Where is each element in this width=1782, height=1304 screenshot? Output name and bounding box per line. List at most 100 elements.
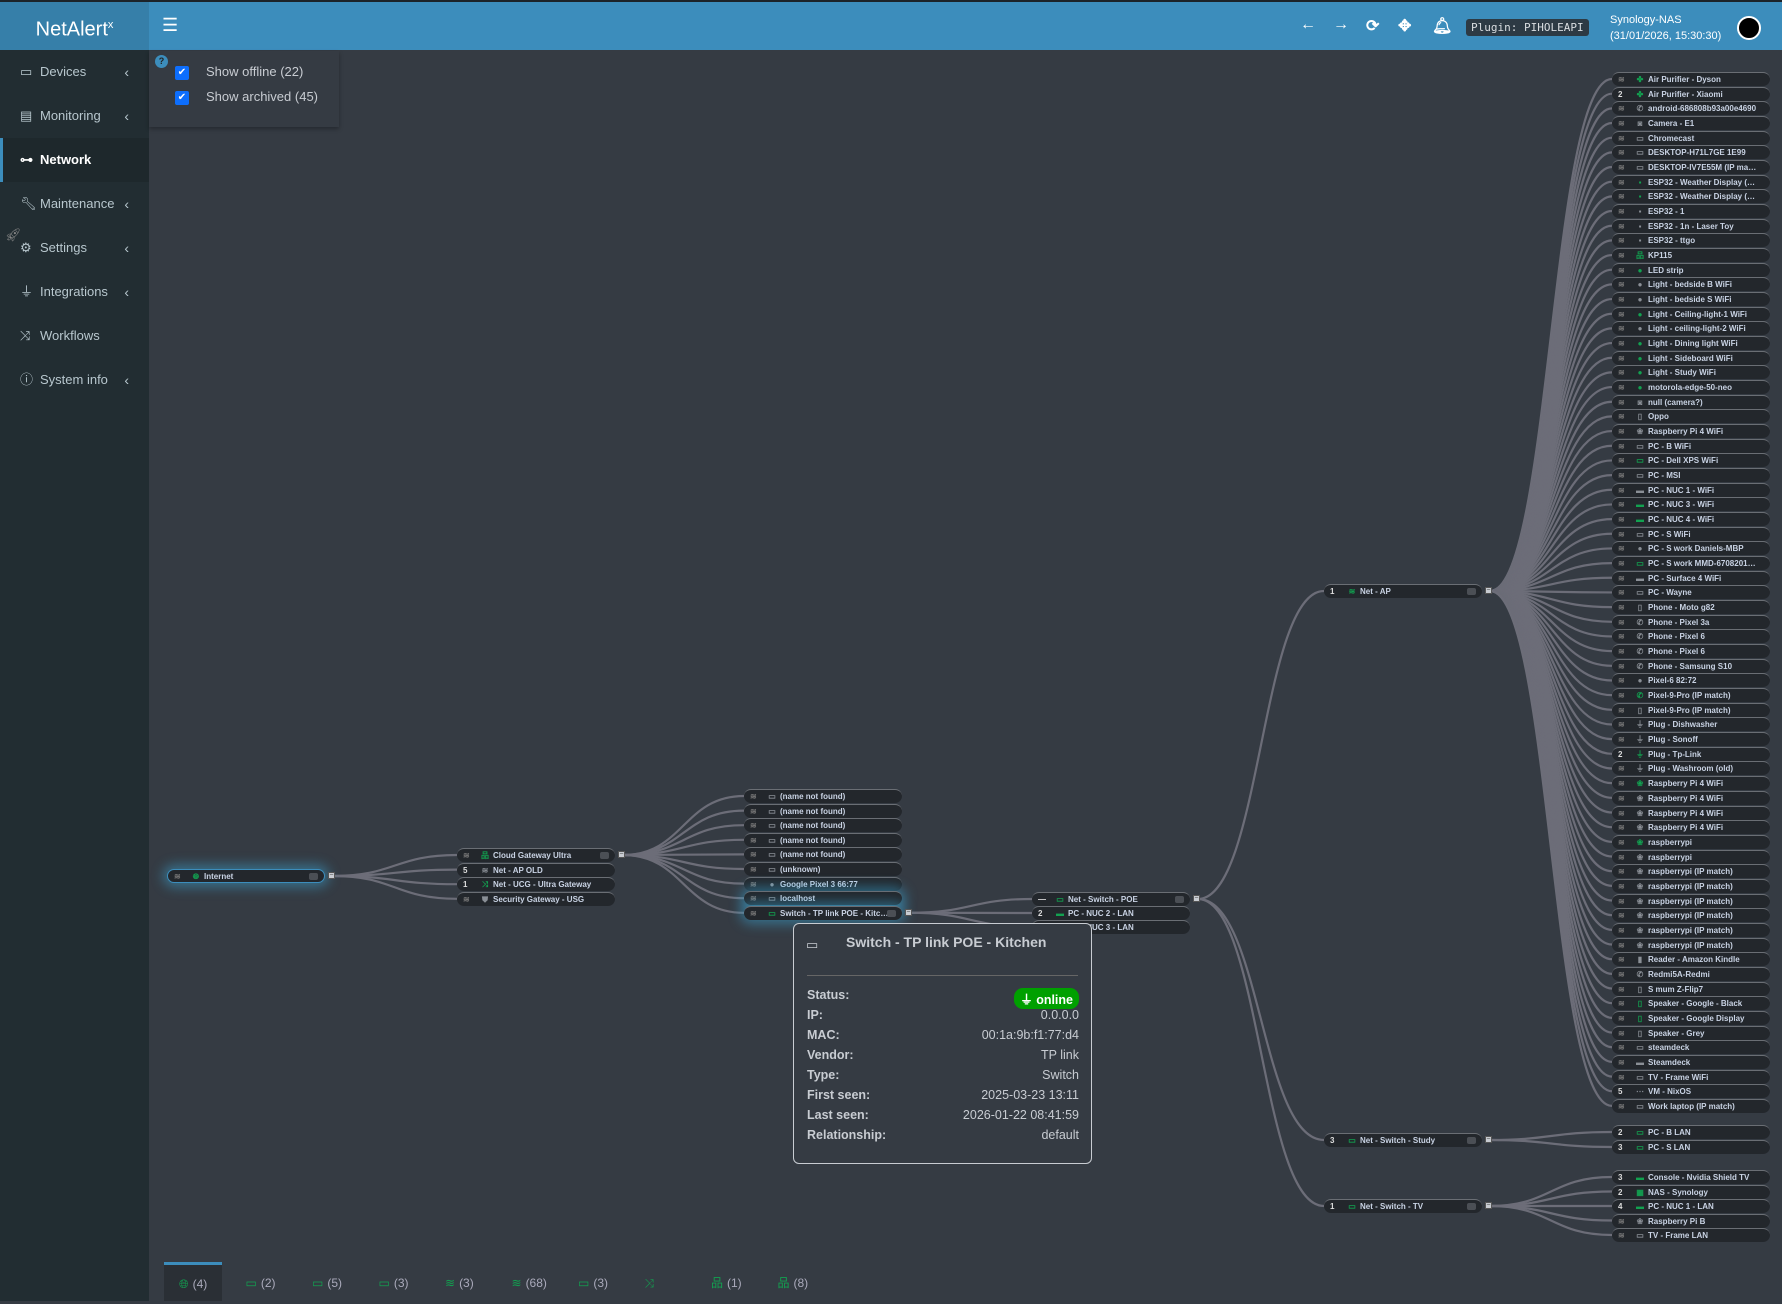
device-node[interactable]: ≋●Light - bedside B WiFi [1612,277,1770,291]
device-node[interactable]: ≋◙null (camera?) [1612,395,1770,409]
device-node[interactable]: —▭Net - Switch - POE [1032,892,1190,906]
hamburger-menu-icon[interactable]: ☰ [162,15,178,36]
device-node[interactable]: 5≋Net - AP OLD [457,863,615,877]
device-node[interactable]: ≋▭(name not found) [744,804,902,818]
device-node[interactable]: ≋❀Raspberry Pi 4 WiFi [1612,820,1770,834]
device-node[interactable]: ≋▮Reader - Amazon Kindle [1612,952,1770,966]
device-node[interactable]: ≋▭PC - S WiFi [1612,527,1770,541]
device-node[interactable]: ≋▯Speaker - Google - Black [1612,996,1770,1010]
device-node[interactable]: 2▭PC - B LAN [1612,1125,1770,1139]
sidebar-item-monitoring[interactable]: ▤Monitoring‹ [0,94,149,138]
show-offline-label[interactable]: Show offline (22) [206,64,303,79]
device-node[interactable]: ≋❀raspberrypi (IP match) [1612,879,1770,893]
collapse-button[interactable]: – [1193,895,1200,902]
device-node[interactable]: ≋▭Switch - TP link POE - Kitchen [744,906,902,920]
device-node[interactable]: ≋●LED strip [1612,263,1770,277]
device-node[interactable]: ≋▭Work laptop (IP match) [1612,1099,1770,1113]
device-node[interactable]: ≋▯Speaker - Google Display [1612,1011,1770,1025]
device-node[interactable]: 4▬PC - NUC 1 - LAN [1612,1199,1770,1213]
device-node[interactable]: ≋●PC - S work Daniels-MBP [1612,541,1770,555]
collapse-button[interactable]: – [1485,1136,1492,1143]
device-node[interactable]: ≋●Light - Study WiFi [1612,365,1770,379]
device-node[interactable]: 3▭Net - Switch - Study [1324,1133,1482,1147]
device-node[interactable]: ≋▬PC - Surface 4 WiFi [1612,571,1770,585]
device-node[interactable]: ≋▭PC - B WiFi [1612,439,1770,453]
device-node[interactable]: 1⤨Net - UCG - Ultra Gateway [457,877,615,891]
device-node[interactable]: ≋▪ESP32 - Weather Display (w... [1612,189,1770,203]
device-node[interactable]: ≋▭DESKTOP-H71L7GE 1E99 [1612,145,1770,159]
device-node[interactable]: ≋▭(name not found) [744,789,902,803]
device-node[interactable]: ≋❀Raspberry Pi 4 WiFi [1612,776,1770,790]
sidebar-item-workflows[interactable]: ⤨Workflows [0,314,149,358]
device-node[interactable]: ≋❀raspberrypi (IP match) [1612,923,1770,937]
tab-switch[interactable]: ▭(3) [563,1262,623,1301]
tab-wifi[interactable]: ≋(3) [430,1262,489,1301]
device-node[interactable]: 2⏚Plug - Tp-Link [1612,747,1770,761]
device-node[interactable]: ≋▯Phone - Moto g82 [1612,600,1770,614]
device-node[interactable]: ≋✆Redmi5A-Redmi [1612,967,1770,981]
device-node[interactable]: ≋●Light - Sideboard WiFi [1612,351,1770,365]
device-node[interactable]: ≋⏚Plug - Sonoff [1612,732,1770,746]
device-node[interactable]: ≋▭PC - Dell XPS WiFi [1612,453,1770,467]
device-node[interactable]: ≋▭TV - Frame LAN [1612,1228,1770,1242]
device-node[interactable]: ≋⏚Plug - Dishwasher [1612,717,1770,731]
device-node[interactable]: ≋▭Chromecast [1612,131,1770,145]
device-node[interactable]: ≋▯S mum Z-Flip7 [1612,982,1770,996]
device-node[interactable]: ≋✆Phone - Pixel 6 [1612,644,1770,658]
collapse-button[interactable]: – [618,851,625,858]
tab-switch[interactable]: ▭(5) [297,1262,357,1301]
app-logo[interactable]: NetAlertx [0,2,149,50]
refresh-icon[interactable]: ⟳ [1366,16,1379,36]
device-node[interactable]: ≋▭localhost [744,891,902,905]
device-node[interactable]: ≋✆Phone - Pixel 6 [1612,629,1770,643]
device-node[interactable]: 1≋Net - AP [1324,584,1482,598]
device-node[interactable]: ≋●Light - Dining light WiFi [1612,336,1770,350]
sidebar-item-network[interactable]: ⊶Network [0,138,149,182]
device-node[interactable]: ≋▪ESP32 - 1 [1612,204,1770,218]
device-node[interactable]: ≋❀Raspberry Pi B [1612,1214,1770,1228]
help-icon[interactable]: ? [155,55,168,68]
device-node[interactable]: 2▦NAS - Synology [1612,1185,1770,1199]
device-node[interactable]: ≋●Light - ceiling-light-2 WiFi [1612,321,1770,335]
device-node[interactable]: ≋▬PC - NUC 3 - WiFi [1612,497,1770,511]
tab-sitemap[interactable]: 品(8) [763,1262,824,1301]
device-node[interactable]: ≋❀raspberrypi [1612,850,1770,864]
device-node[interactable]: ≋❀Raspberry Pi 4 WiFi [1612,424,1770,438]
device-node[interactable]: ≋▭PC - Wayne [1612,585,1770,599]
device-node[interactable]: ≋▯Pixel-9-Pro (IP match) [1612,703,1770,717]
device-node[interactable]: ≋▬Steamdeck [1612,1055,1770,1069]
show-archived-checkbox[interactable]: ✔ [175,91,189,105]
device-node[interactable]: ≋▭PC - S work MMD-67082015... [1612,556,1770,570]
collapse-button[interactable]: – [905,909,912,916]
device-node[interactable]: 2▬PC - NUC 2 - LAN [1032,906,1190,920]
tab-switch[interactable]: ▭(2) [231,1262,291,1301]
device-node[interactable]: ≋❀raspberrypi (IP match) [1612,894,1770,908]
device-node[interactable]: ≋❀raspberrypi (IP match) [1612,864,1770,878]
device-node[interactable]: ≋▬PC - NUC 1 - WiFi [1612,483,1770,497]
collapse-button[interactable]: – [1485,587,1492,594]
device-node[interactable]: ≋▪ESP32 - Weather Display (bl... [1612,175,1770,189]
device-node[interactable]: ≋▭steamdeck [1612,1040,1770,1054]
arrow-left-icon[interactable]: ← [1300,16,1316,34]
device-node[interactable]: ≋✆Phone - Samsung S10 [1612,659,1770,673]
avatar[interactable] [1737,16,1761,40]
device-node[interactable]: ≋▬PC - NUC 4 - WiFi [1612,512,1770,526]
device-node[interactable]: ≋▭(unknown) [744,862,902,876]
show-offline-checkbox[interactable]: ✔ [175,66,189,80]
device-node[interactable]: ≋●motorola-edge-50-neo [1612,380,1770,394]
device-node[interactable]: ≋▭(name not found) [744,833,902,847]
device-node[interactable]: ≋🌐︎Internet [167,869,325,883]
device-node[interactable]: ≋⏚Plug - Washroom (old) [1612,761,1770,775]
device-node[interactable]: ≋▭(name not found) [744,847,902,861]
device-node[interactable]: ≋❀raspberrypi (IP match) [1612,938,1770,952]
device-node[interactable]: ≋✆Phone - Pixel 3a [1612,615,1770,629]
device-node[interactable]: ≋✆android-686808b93a00e4690 [1612,101,1770,115]
tab-globe[interactable]: 🌐︎(4) [164,1262,222,1301]
arrows-move-icon[interactable]: ✥ [1398,16,1411,36]
device-node[interactable]: 3▭PC - S LAN [1612,1140,1770,1154]
collapse-button[interactable]: – [1485,1202,1492,1209]
device-node[interactable]: ≋▪ESP32 - ttgo [1612,233,1770,247]
device-node[interactable]: ≋▯Speaker - Grey [1612,1026,1770,1040]
device-node[interactable]: 3▬Console - Nvidia Shield TV [1612,1170,1770,1184]
